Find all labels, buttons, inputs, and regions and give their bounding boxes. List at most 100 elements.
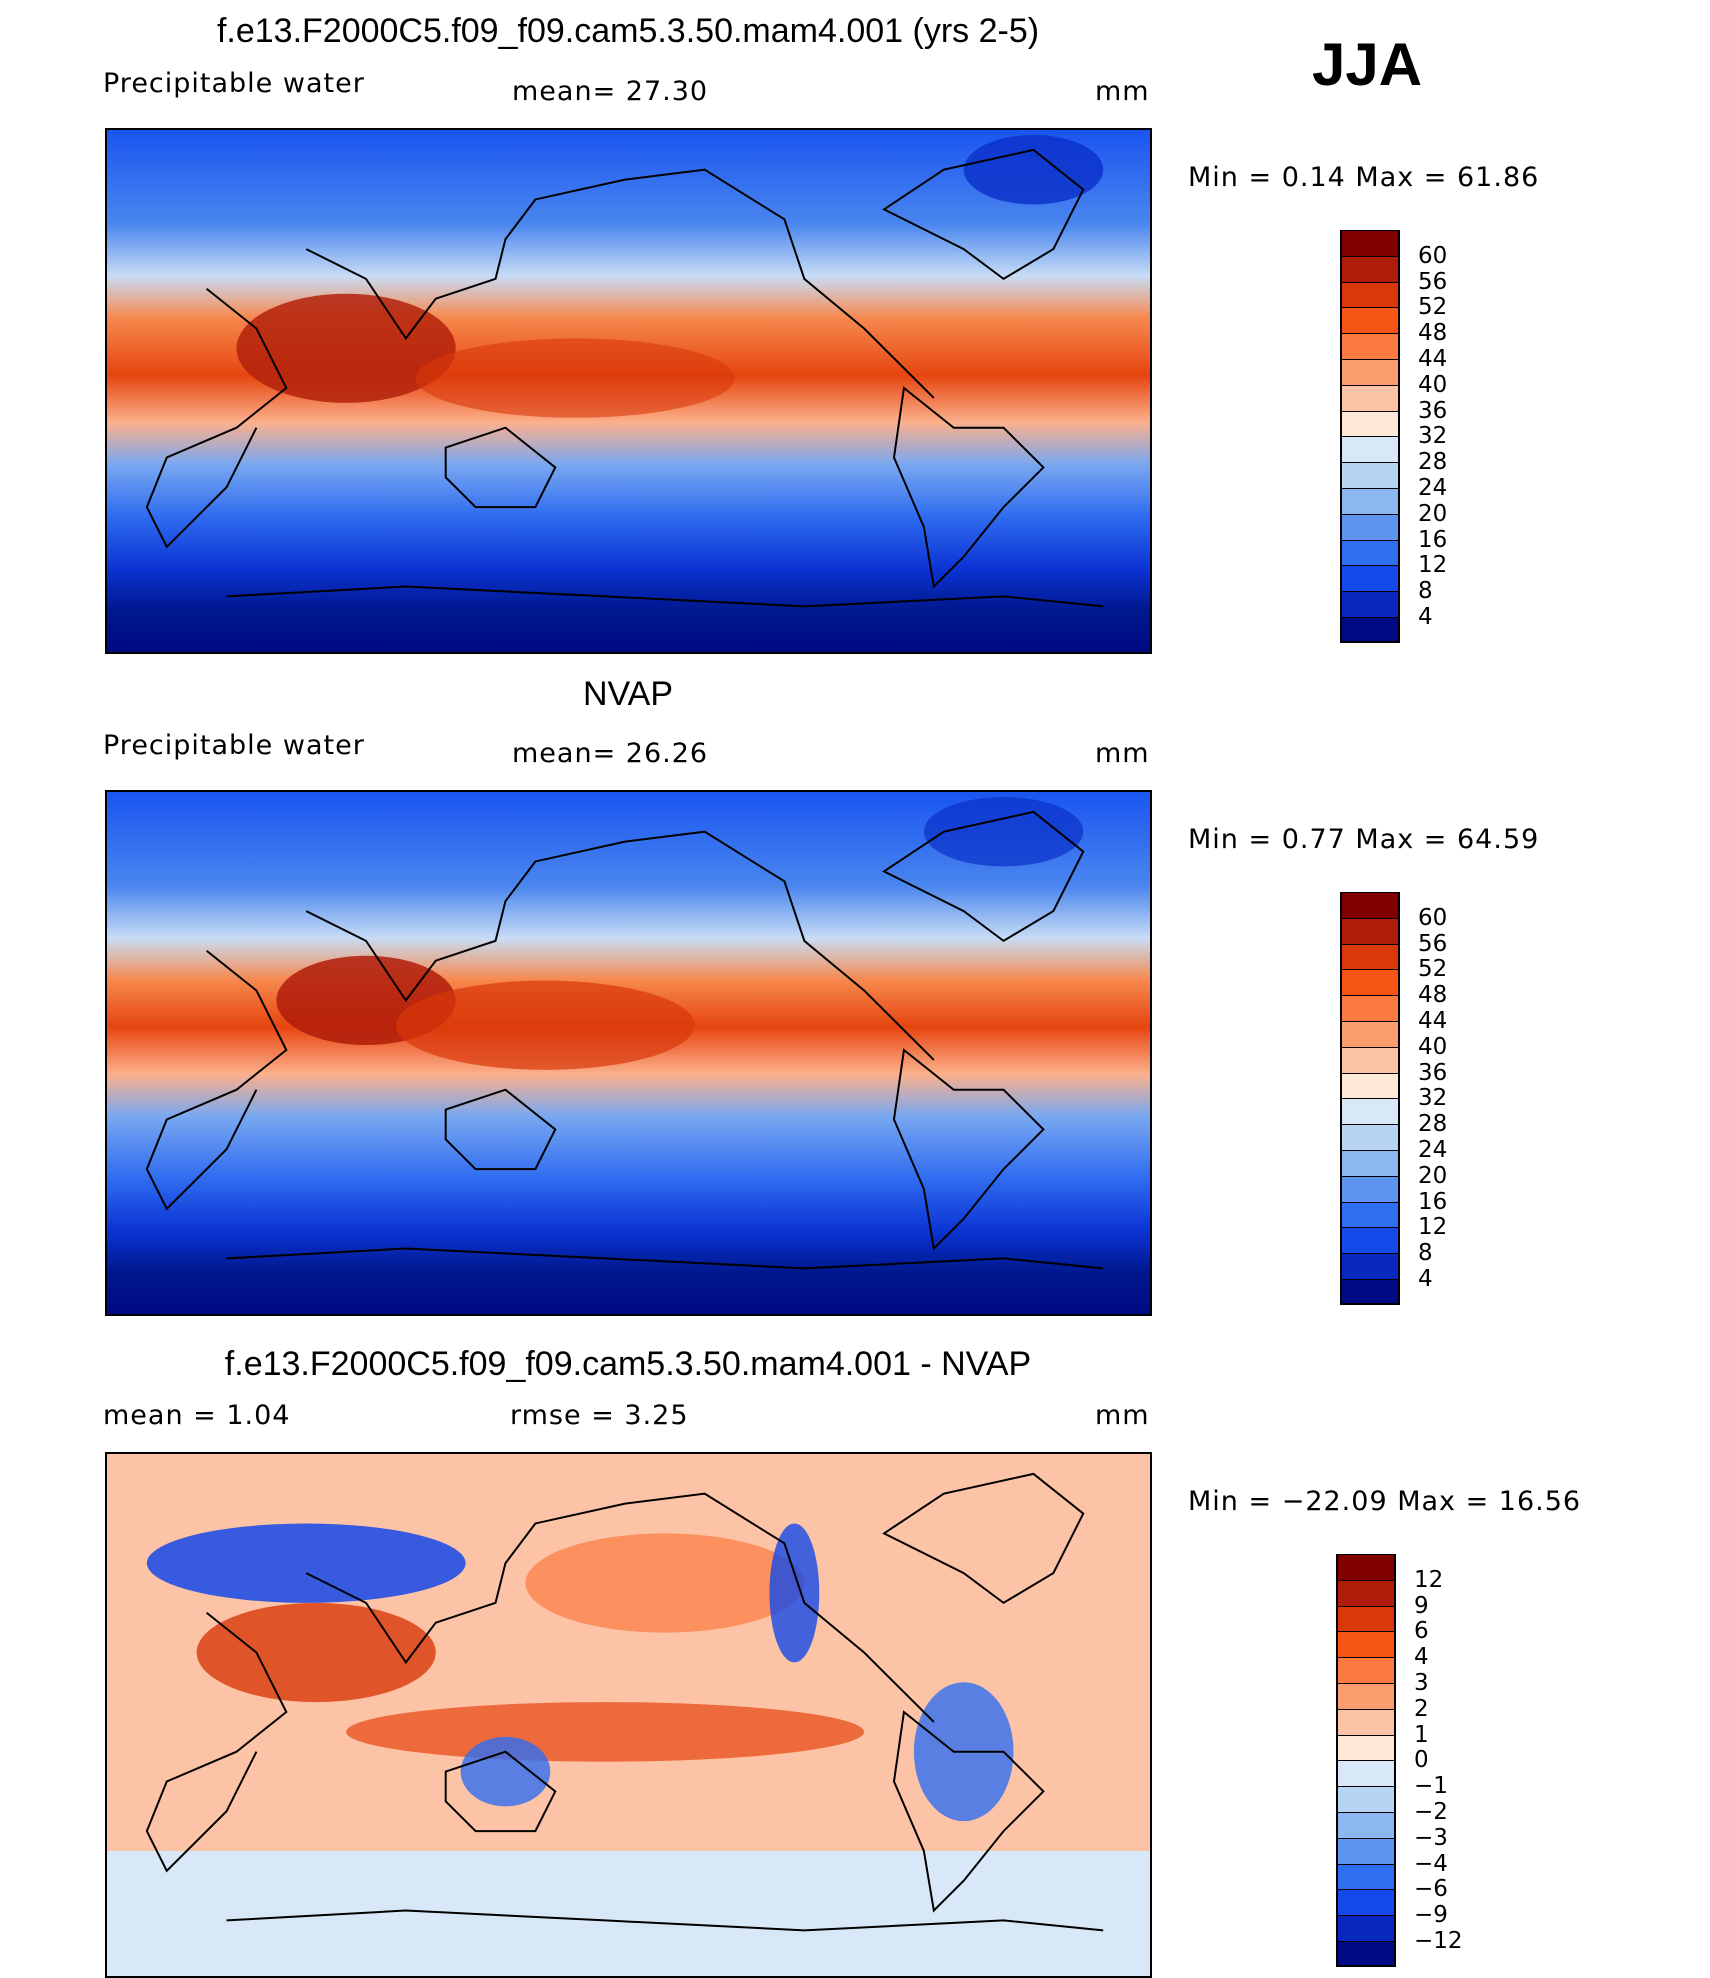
colorbar-label: 28 bbox=[1418, 449, 1448, 476]
panel-minmax-obs: Min = 0.77 Max = 64.59 bbox=[1188, 824, 1540, 855]
panel-minmax-model: Min = 0.14 Max = 61.86 bbox=[1188, 162, 1540, 193]
colorbar-label: 28 bbox=[1418, 1111, 1448, 1138]
colorbar-swatch bbox=[1340, 1098, 1400, 1125]
panel-minmax-diff: Min = −22.09 Max = 16.56 bbox=[1188, 1486, 1582, 1517]
panel-title-diff: f.e13.F2000C5.f09_f09.cam5.3.50.mam4.001… bbox=[224, 1345, 1032, 1383]
colorbar-swatch bbox=[1340, 539, 1400, 566]
colorbar-swatch bbox=[1336, 1554, 1396, 1580]
colorbar-swatch bbox=[1336, 1889, 1396, 1916]
panel-mean-model: mean= 27.30 bbox=[512, 76, 709, 107]
panel-title-model: f.e13.F2000C5.f09_f09.cam5.3.50.mam4.001… bbox=[216, 12, 1040, 50]
colorbar-swatch bbox=[1340, 1279, 1400, 1305]
colorbar-label: 52 bbox=[1418, 956, 1448, 983]
colorbar-swatch bbox=[1340, 1021, 1400, 1047]
panel-units-diff: mm bbox=[1095, 1400, 1150, 1431]
colorbar-label: −6 bbox=[1414, 1876, 1448, 1903]
colorbar-swatch bbox=[1340, 565, 1400, 592]
map-model bbox=[105, 128, 1152, 654]
colorbar-swatch bbox=[1340, 892, 1400, 918]
colorbar-swatch bbox=[1340, 1253, 1400, 1279]
colorbar-swatch bbox=[1336, 1579, 1396, 1606]
colorbar-label: 2 bbox=[1414, 1695, 1429, 1722]
colorbar-swatch bbox=[1336, 1683, 1396, 1709]
colorbar-label: 0 bbox=[1414, 1747, 1429, 1774]
colorbar-label: 20 bbox=[1418, 500, 1448, 527]
colorbar-label: 16 bbox=[1418, 526, 1448, 553]
colorbar-label: 60 bbox=[1418, 242, 1448, 269]
colorbar-swatch bbox=[1340, 1201, 1400, 1228]
colorbar-label: 8 bbox=[1418, 1240, 1433, 1267]
colorbar-swatch bbox=[1340, 462, 1400, 488]
colorbar-swatch bbox=[1340, 1227, 1400, 1254]
colorbar-swatch bbox=[1336, 1837, 1396, 1864]
colorbar-swatch bbox=[1336, 1915, 1396, 1941]
panel-variable-obs: Precipitable water bbox=[103, 730, 365, 761]
colorbar-label: 44 bbox=[1418, 346, 1448, 372]
colorbar-swatch bbox=[1340, 1046, 1400, 1073]
season-label: JJA bbox=[1312, 31, 1423, 98]
colorbar-swatch bbox=[1340, 255, 1400, 282]
colorbar-swatch bbox=[1340, 969, 1400, 996]
colorbar-swatch bbox=[1340, 1175, 1400, 1202]
colorbar-label: 4 bbox=[1418, 604, 1433, 630]
colorbar-label: 48 bbox=[1418, 320, 1448, 347]
colorbar-label: 60 bbox=[1418, 904, 1448, 931]
colorbar-swatch bbox=[1340, 617, 1400, 643]
panel-rmse-diff: rmse = 3.25 bbox=[510, 1400, 689, 1431]
colorbar-label: 9 bbox=[1414, 1592, 1429, 1619]
colorbar-swatch bbox=[1340, 333, 1400, 359]
colorbar-label: 24 bbox=[1418, 1137, 1448, 1163]
colorbar-swatch bbox=[1336, 1786, 1396, 1812]
colorbar-swatch bbox=[1336, 1657, 1396, 1683]
colorbar-swatch bbox=[1340, 943, 1400, 970]
colorbar-label: 52 bbox=[1418, 294, 1448, 321]
colorbar-label: −4 bbox=[1414, 1850, 1448, 1877]
colorbar-swatch bbox=[1340, 917, 1400, 944]
colorbar-swatch bbox=[1340, 995, 1400, 1021]
colorbar-label: 16 bbox=[1418, 1188, 1448, 1215]
colorbar-swatch bbox=[1340, 359, 1400, 385]
colorbar-label: 3 bbox=[1414, 1670, 1429, 1696]
colorbar-label: 8 bbox=[1418, 578, 1433, 605]
colorbar-label: 44 bbox=[1418, 1008, 1448, 1034]
colorbar-swatch bbox=[1336, 1941, 1396, 1967]
colorbar-label: 1 bbox=[1414, 1721, 1429, 1748]
colorbar-swatch bbox=[1336, 1631, 1396, 1658]
colorbar-label: 20 bbox=[1418, 1162, 1448, 1189]
colorbar-label: 56 bbox=[1418, 930, 1448, 957]
colorbar-label: 56 bbox=[1418, 268, 1448, 295]
panel-mean-diff: mean = 1.04 bbox=[103, 1400, 291, 1431]
colorbar-swatch bbox=[1336, 1708, 1396, 1735]
panel-units-obs: mm bbox=[1095, 738, 1150, 769]
colorbar-label: 32 bbox=[1418, 1085, 1448, 1112]
colorbar-label: −3 bbox=[1414, 1824, 1448, 1851]
colorbar-label: 40 bbox=[1418, 371, 1448, 398]
colorbar-swatch bbox=[1340, 281, 1400, 308]
colorbar-swatch bbox=[1340, 591, 1400, 617]
colorbar-label: 36 bbox=[1418, 397, 1448, 424]
colorbar-label: 4 bbox=[1418, 1266, 1433, 1292]
colorbar-label: 4 bbox=[1414, 1644, 1429, 1671]
colorbar-swatch bbox=[1340, 436, 1400, 463]
panel-units-model: mm bbox=[1095, 76, 1150, 107]
colorbar-label: −9 bbox=[1414, 1902, 1448, 1929]
colorbar-swatch bbox=[1340, 230, 1400, 256]
colorbar-label: 24 bbox=[1418, 475, 1448, 501]
colorbar-swatch bbox=[1336, 1760, 1396, 1787]
colorbar-swatch bbox=[1336, 1605, 1396, 1632]
colorbar-label: 12 bbox=[1414, 1566, 1444, 1593]
colorbar-swatch bbox=[1336, 1863, 1396, 1890]
colorbar-swatch bbox=[1340, 513, 1400, 540]
panel-variable-model: Precipitable water bbox=[103, 68, 365, 99]
colorbar-label: 6 bbox=[1414, 1618, 1429, 1645]
colorbar-swatch bbox=[1336, 1734, 1396, 1761]
colorbar-swatch bbox=[1340, 1072, 1400, 1099]
colorbar-swatch bbox=[1336, 1812, 1396, 1838]
map-obs bbox=[105, 790, 1152, 1316]
colorbar-label: 32 bbox=[1418, 423, 1448, 450]
colorbar-label: 12 bbox=[1418, 1214, 1448, 1241]
panel-title-obs: NVAP bbox=[582, 675, 674, 713]
colorbar-swatch bbox=[1340, 1150, 1400, 1176]
colorbar-label: 48 bbox=[1418, 982, 1448, 1009]
colorbar-label: −12 bbox=[1414, 1928, 1463, 1954]
